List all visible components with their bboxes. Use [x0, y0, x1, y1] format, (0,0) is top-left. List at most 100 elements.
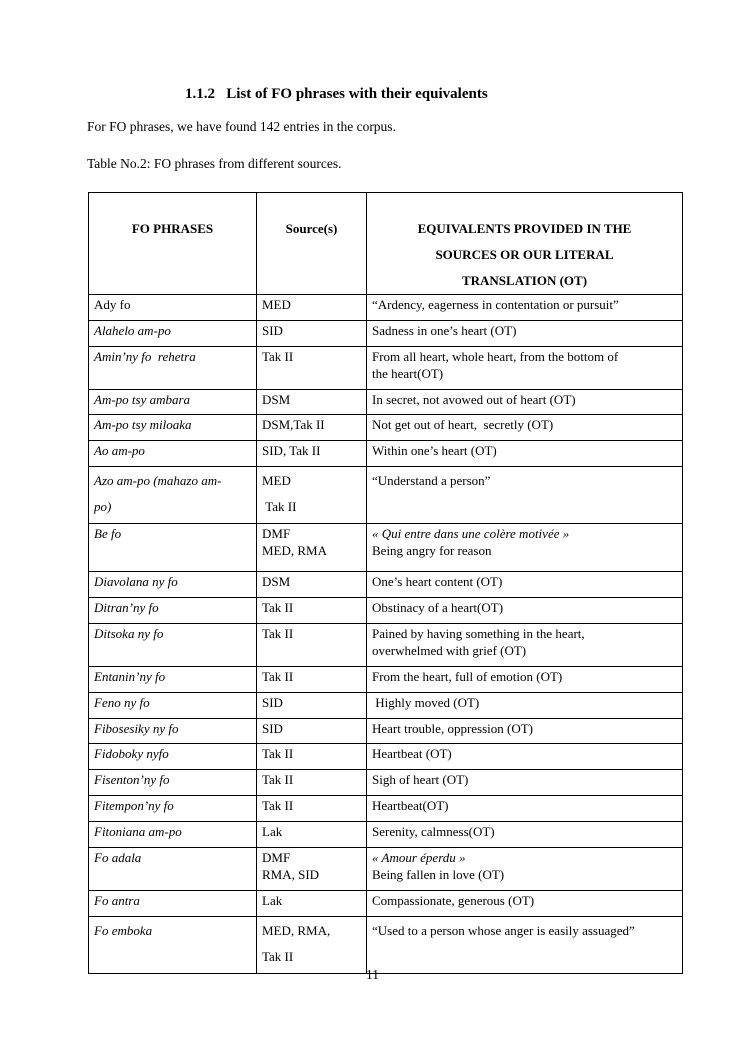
fo-phrase-text: Alahelo am-po [94, 322, 171, 338]
equivalents-cell: Heartbeat (OT) [366, 743, 683, 771]
equivalents-cell: Compassionate, generous (OT) [366, 889, 683, 917]
fo-phrase-text: po) [94, 499, 112, 515]
sources-cell: Tak II [256, 597, 367, 625]
source-text: SID [262, 720, 283, 736]
sources-cell: SID [256, 691, 367, 719]
equivalent-text: Highly moved (OT) [372, 694, 480, 710]
equivalent-text: Heartbeat (OT) [372, 746, 452, 762]
sources-cell: MED Tak II [256, 466, 367, 525]
table-row: Alahelo am-po SID Sadness in one’s heart (… [88, 319, 683, 347]
sources-cell: MED, RMA, Tak II [256, 915, 367, 974]
table-row: Entanin’ny fo Tak II From the heart, full … [88, 665, 683, 693]
source-text: SID [262, 694, 283, 710]
sources-cell: DMF MED, RMA [256, 523, 367, 573]
fo-phrase-text: Am-po tsy ambara [94, 391, 191, 407]
equivalents-cell: Pained by having something in the heart,… [366, 623, 683, 667]
equivalents-cell: « Qui entre dans une colère motivée » Bei… [366, 523, 683, 573]
fo-phrase-text: Feno ny fo [94, 694, 150, 710]
source-text: RMA, SID [262, 866, 320, 882]
sources-cell: Tak II [256, 743, 367, 771]
fo-phrase-cell: Fibosesiky ny fo [88, 717, 257, 745]
table-row: Diavolana ny fo DSM One’s heart content (O… [88, 571, 683, 599]
equivalent-text: Compassionate, generous (OT) [372, 892, 535, 908]
fo-phrase-cell: Fo emboka [88, 915, 257, 974]
fo-phrase-cell: Ady fo [88, 294, 257, 321]
fo-phrase-text: Ady fo [94, 297, 131, 312]
header-equivalents-line: EQUIVALENTS PROVIDED IN THE [417, 221, 632, 236]
header-equivalents-line: TRANSLATION (OT) [461, 273, 588, 288]
table-row: Feno ny fo SID Highly moved (OT) [88, 691, 683, 719]
sources-cell: SID [256, 319, 367, 347]
source-text: Tak II [262, 798, 294, 814]
fo-phrase-text: Fo emboka [94, 922, 153, 938]
source-text: Lak [262, 892, 283, 908]
header-equivalents: EQUIVALENTS PROVIDED IN THE SOURCES OR O… [366, 192, 683, 295]
fo-phrase-text: Fo antra [94, 892, 140, 908]
fo-phrase-text: Azo am-po (mahazo am- [94, 473, 222, 489]
source-text: DSM,Tak II [262, 417, 325, 433]
sources-cell: Lak [256, 821, 367, 849]
equivalent-text: overwhelmed with grief (OT) [372, 642, 527, 658]
fo-phrase-text: Am-po tsy miloaka [94, 417, 192, 433]
equivalents-cell: From all heart, whole heart, from the bo… [366, 345, 683, 390]
equivalent-text: Heart trouble, oppression (OT) [372, 720, 534, 736]
table-body: Ady fo MED “Ardency, eagerness in contenta… [88, 294, 683, 974]
equivalent-text: Being angry for reason [372, 543, 492, 559]
fo-phrase-text: Fibosesiky ny fo [94, 720, 179, 736]
equivalents-cell: “Ardency, eagerness in contentation or p… [366, 294, 683, 321]
table-row: Fisenton’ny fo Tak II Sigh of heart (OT) [88, 769, 683, 797]
equivalents-cell: From the heart, full of emotion (OT) [366, 665, 683, 693]
equivalent-text: Obstinacy of a heart(OT) [372, 600, 504, 616]
equivalent-text: From the heart, full of emotion (OT) [372, 668, 563, 684]
fo-phrase-cell: Fisenton’ny fo [88, 769, 257, 797]
sources-cell: MED [256, 294, 367, 321]
fo-phrase-cell: Fitempon’ny fo [88, 795, 257, 823]
fo-phrase-cell: Diavolana ny fo [88, 571, 257, 599]
equivalents-cell: “Understand a person” [366, 466, 683, 525]
page-number: 11 [366, 967, 379, 982]
sources-cell: Tak II [256, 795, 367, 823]
equivalents-cell: Highly moved (OT) [366, 691, 683, 719]
table-header-row: FO PHRASES Source(s) EQUIVALENTS PROVIDE… [88, 192, 683, 295]
source-text: Tak II [262, 600, 294, 616]
sources-cell: Tak II [256, 345, 367, 390]
fo-phrase-cell: Fo antra [88, 889, 257, 917]
fo-phrase-text: Ditsoka ny fo [94, 626, 164, 642]
fo-phrases-table: FO PHRASES Source(s) EQUIVALENTS PROVIDE… [88, 192, 683, 974]
equivalents-cell: Serenity, calmness(OT) [366, 821, 683, 849]
source-text: Tak II [262, 948, 294, 964]
sources-cell: DSM,Tak II [256, 414, 367, 442]
table-row: Ditsoka ny fo Tak II Pained by having some… [88, 623, 683, 667]
equivalent-text: “Understand a person” [372, 473, 491, 489]
sources-cell: Tak II [256, 665, 367, 693]
table-row: Be fo DMF MED, RMA « Qui entre dans une col… [88, 523, 683, 573]
table-row: Amin’ny fo rehetra Tak II From all heart, … [88, 345, 683, 390]
equivalent-text: One’s heart content (OT) [372, 574, 503, 590]
equivalent-text: Heartbeat(OT) [372, 798, 449, 814]
equivalents-cell: In secret, not avowed out of heart (OT) [366, 388, 683, 416]
fo-phrase-cell: Feno ny fo [88, 691, 257, 719]
equivalents-cell: Heartbeat(OT) [366, 795, 683, 823]
source-text: MED, RMA [262, 543, 328, 559]
equivalents-cell: One’s heart content (OT) [366, 571, 683, 599]
equivalents-cell: Sigh of heart (OT) [366, 769, 683, 797]
source-text: Lak [262, 824, 283, 840]
table-row: Am-po tsy miloaka DSM,Tak II Not get out o… [88, 414, 683, 442]
section-heading: 1.1.2 List of FO phrases with their equi… [185, 86, 488, 102]
table-row: Fo emboka MED, RMA, Tak II “Used to a perso… [88, 915, 683, 974]
source-text: MED, RMA, [262, 922, 331, 938]
fo-phrase-text: Fitoniana am-po [94, 824, 182, 840]
sources-cell: DSM [256, 388, 367, 416]
table-row: Fitoniana am-po Lak Serenity, calmness(OT) [88, 821, 683, 849]
sources-cell: Tak II [256, 623, 367, 667]
source-text: SID, Tak II [262, 443, 321, 459]
fo-phrase-text: Fidoboky nyfo [94, 746, 169, 762]
table-caption: Table No.2: FO phrases from different so… [87, 156, 342, 171]
equivalent-text: Sadness in one’s heart (OT) [372, 322, 517, 338]
source-text: DMF [262, 850, 291, 866]
equivalents-cell: Within one’s heart (OT) [366, 440, 683, 468]
sources-cell: Tak II [256, 769, 367, 797]
fo-phrase-cell: Am-po tsy ambara [88, 388, 257, 416]
fo-phrase-cell: Ditsoka ny fo [88, 623, 257, 667]
